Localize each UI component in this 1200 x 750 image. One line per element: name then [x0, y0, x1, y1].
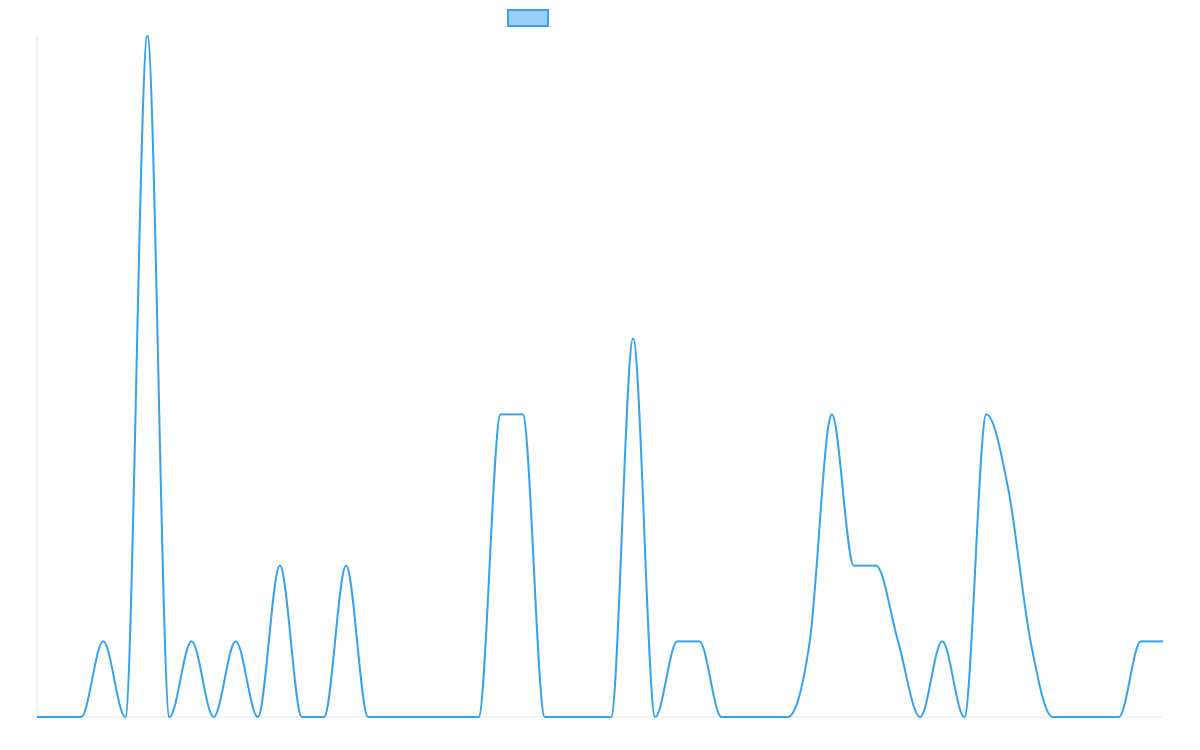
data-point-46[interactable]: [1050, 714, 1056, 720]
data-point-48[interactable]: [1094, 714, 1100, 720]
data-point-42[interactable]: [961, 714, 967, 720]
data-point-25[interactable]: [586, 714, 592, 720]
data-point-13[interactable]: [321, 714, 327, 720]
data-point-30[interactable]: [696, 638, 702, 644]
data-point-5[interactable]: [144, 33, 150, 39]
legend-swatch[interactable]: [507, 9, 549, 27]
data-point-16[interactable]: [387, 714, 393, 720]
data-point-32[interactable]: [741, 714, 747, 720]
data-point-43[interactable]: [983, 411, 989, 417]
data-point-11[interactable]: [277, 563, 283, 569]
data-point-15[interactable]: [365, 714, 371, 720]
data-point-35[interactable]: [807, 638, 813, 644]
data-points: [34, 33, 1166, 720]
data-point-40[interactable]: [917, 714, 923, 720]
data-point-45[interactable]: [1028, 638, 1034, 644]
data-point-24[interactable]: [564, 714, 570, 720]
data-point-28[interactable]: [652, 714, 658, 720]
data-point-51[interactable]: [1160, 638, 1166, 644]
data-point-4[interactable]: [122, 714, 128, 720]
data-point-22[interactable]: [520, 411, 526, 417]
data-point-0[interactable]: [34, 714, 40, 720]
data-point-23[interactable]: [542, 714, 548, 720]
data-point-31[interactable]: [718, 714, 724, 720]
series-line: [36, 35, 1163, 719]
data-point-44[interactable]: [1005, 487, 1011, 493]
data-point-20[interactable]: [476, 714, 482, 720]
data-point-6[interactable]: [166, 714, 172, 720]
data-point-1[interactable]: [56, 714, 62, 720]
data-point-49[interactable]: [1116, 714, 1122, 720]
data-point-21[interactable]: [498, 411, 504, 417]
data-point-14[interactable]: [343, 563, 349, 569]
data-point-12[interactable]: [299, 714, 305, 720]
data-point-2[interactable]: [78, 714, 84, 720]
data-point-18[interactable]: [431, 714, 437, 720]
data-point-33[interactable]: [763, 714, 769, 720]
data-point-10[interactable]: [255, 714, 261, 720]
data-point-39[interactable]: [895, 638, 901, 644]
data-point-19[interactable]: [453, 714, 459, 720]
data-point-26[interactable]: [608, 714, 614, 720]
data-point-50[interactable]: [1138, 638, 1144, 644]
data-point-29[interactable]: [674, 638, 680, 644]
data-point-7[interactable]: [189, 638, 195, 644]
data-point-41[interactable]: [939, 638, 945, 644]
data-point-3[interactable]: [100, 638, 106, 644]
data-point-8[interactable]: [211, 714, 217, 720]
data-point-47[interactable]: [1072, 714, 1078, 720]
data-point-27[interactable]: [630, 336, 636, 342]
data-point-36[interactable]: [829, 411, 835, 417]
data-point-34[interactable]: [785, 714, 791, 720]
data-point-9[interactable]: [233, 638, 239, 644]
legend[interactable]: [507, 9, 549, 27]
data-point-37[interactable]: [851, 563, 857, 569]
data-point-38[interactable]: [873, 563, 879, 569]
data-point-17[interactable]: [409, 714, 415, 720]
